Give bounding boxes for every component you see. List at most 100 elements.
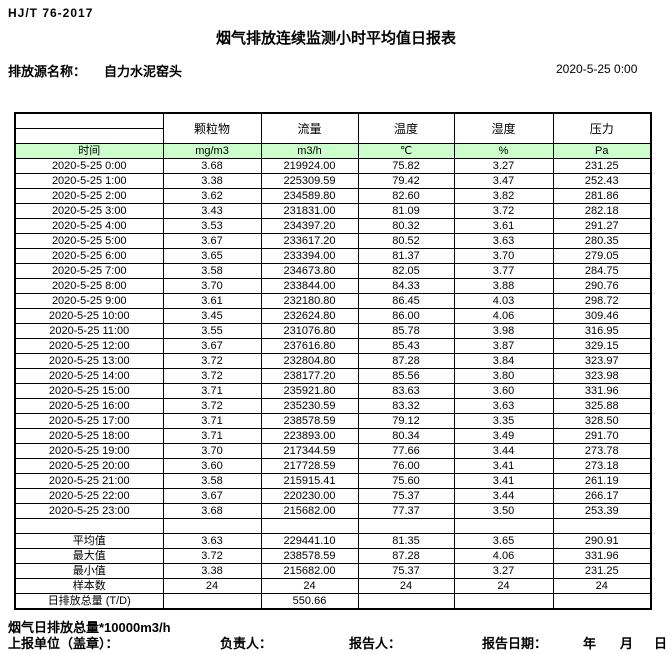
cell-blank <box>14 518 164 534</box>
cell-value: 85.78 <box>357 323 455 339</box>
data-row: 2020-5-25 15:00 3.71 235921.80 83.63 3.60 331… <box>14 383 652 399</box>
cell-value: 223893.00 <box>260 428 359 444</box>
cell-value: 266.17 <box>552 488 652 504</box>
cell-summary-label: 最大值 <box>14 548 164 564</box>
responsible-person-label: 负责人： <box>220 636 273 651</box>
cell-value: 3.58 <box>162 473 262 489</box>
cell-value: 4.03 <box>453 293 554 309</box>
cell-value: 217344.59 <box>260 443 359 459</box>
cell-value: 273.78 <box>552 443 652 459</box>
cell-value: 79.42 <box>357 173 455 189</box>
cell-value: 3.70 <box>162 443 262 459</box>
cell-value: 3.72 <box>162 368 262 384</box>
cell-value: 238578.59 <box>260 548 359 564</box>
cell-value: 550.66 <box>260 593 359 610</box>
cell-value: 290.91 <box>552 533 652 549</box>
cell-value: 3.62 <box>162 188 262 204</box>
cell-value: 85.43 <box>357 338 455 354</box>
cell-value <box>552 593 652 610</box>
cell-time: 2020-5-25 14:00 <box>14 368 164 384</box>
summary-row: 最大值 3.72 238578.59 87.28 4.06 331.96 <box>14 548 652 564</box>
cell-value: 3.49 <box>453 428 554 444</box>
cell-value: 3.45 <box>162 308 262 324</box>
cell-time: 2020-5-25 13:00 <box>14 353 164 369</box>
cell-time: 2020-5-25 16:00 <box>14 398 164 414</box>
cell-value: 84.33 <box>357 278 455 294</box>
cell-value: 233844.00 <box>260 278 359 294</box>
cell-value: 3.55 <box>162 323 262 339</box>
summary-row: 样本数 24 24 24 24 24 <box>14 578 652 594</box>
cell-value: 281.86 <box>552 188 652 204</box>
data-row: 2020-5-25 3:00 3.43 231831.00 81.09 3.72 282.… <box>14 203 652 219</box>
cell-value: 219924.00 <box>260 158 359 174</box>
cell-value: 238177.20 <box>260 368 359 384</box>
unit-humidity: % <box>453 143 554 159</box>
year-label: 年 <box>583 636 597 651</box>
page-title: 烟气排放连续监测小时平均值日报表 <box>215 30 456 47</box>
cell-value: 75.37 <box>357 488 455 504</box>
data-row: 2020-5-25 10:00 3.45 232624.80 86.00 4.06 309… <box>14 308 652 324</box>
cell-value: 24 <box>260 578 359 594</box>
spacer-row <box>14 518 652 534</box>
cell-time: 2020-5-25 3:00 <box>14 203 164 219</box>
header-row-labels: 颗粒物 流量 温度 湿度 压力 <box>14 112 652 144</box>
cell-value: 3.70 <box>453 248 554 264</box>
cell-value <box>453 593 554 610</box>
cell-value: 232180.80 <box>260 293 359 309</box>
cell-value: 225309.59 <box>260 173 359 189</box>
cell-time: 2020-5-25 5:00 <box>14 233 164 249</box>
cell-value: 24 <box>453 578 554 594</box>
cell-time: 2020-5-25 7:00 <box>14 263 164 279</box>
cell-value: 3.68 <box>162 503 262 519</box>
cell-value: 3.88 <box>453 278 554 294</box>
cell-value: 3.44 <box>453 488 554 504</box>
cell-value: 81.37 <box>357 248 455 264</box>
cell-value: 3.61 <box>162 293 262 309</box>
data-row: 2020-5-25 9:00 3.61 232180.80 86.45 4.03 298.… <box>14 293 652 309</box>
cell-value: 3.41 <box>453 458 554 474</box>
cell-value: 83.32 <box>357 398 455 414</box>
cell-value: 3.70 <box>162 278 262 294</box>
cell-value: 3.27 <box>453 158 554 174</box>
report-table-body: 颗粒物 流量 温度 湿度 压力 时间 mg/m3 m3/h ℃ % Pa 202… <box>14 112 652 610</box>
cell-value: 3.63 <box>162 533 262 549</box>
cell-value: 252.43 <box>552 173 652 189</box>
cell-value: 24 <box>357 578 455 594</box>
cell-value: 3.60 <box>162 458 262 474</box>
column-header-temperature: 温度 <box>357 112 455 144</box>
time-column-header: 时间 <box>14 143 164 159</box>
cell-value: 75.37 <box>357 563 455 579</box>
emission-source-name: 自力水泥窑头 <box>104 64 183 79</box>
data-row: 2020-5-25 18:00 3.71 223893.00 80.34 3.49 291… <box>14 428 652 444</box>
cell-value: 331.96 <box>552 548 652 564</box>
cell-value: 282.18 <box>552 203 652 219</box>
cell-value: 323.98 <box>552 368 652 384</box>
header-blank-bottom <box>14 128 164 144</box>
emission-source-label: 排放源名称： <box>8 64 87 79</box>
unit-temperature: ℃ <box>357 143 455 159</box>
cell-time: 2020-5-25 19:00 <box>14 443 164 459</box>
data-row: 2020-5-25 16:00 3.72 235230.59 83.32 3.63 325… <box>14 398 652 414</box>
data-row: 2020-5-25 22:00 3.67 220230.00 75.37 3.44 266… <box>14 488 652 504</box>
cell-value: 215682.00 <box>260 563 359 579</box>
cell-value <box>260 518 359 534</box>
cell-value: 323.97 <box>552 353 652 369</box>
cell-value: 3.50 <box>453 503 554 519</box>
cell-value: 83.63 <box>357 383 455 399</box>
cell-value: 80.34 <box>357 428 455 444</box>
report-datetime: 2020-5-25 0:00 <box>556 62 638 76</box>
cell-time: 2020-5-25 11:00 <box>14 323 164 339</box>
header-row-units: 时间 mg/m3 m3/h ℃ % Pa <box>14 143 652 159</box>
cell-value: 3.68 <box>162 158 262 174</box>
cell-value: 234397.20 <box>260 218 359 234</box>
cell-value: 3.65 <box>453 533 554 549</box>
cell-value: 291.70 <box>552 428 652 444</box>
cell-value: 3.82 <box>453 188 554 204</box>
cell-value: 325.88 <box>552 398 652 414</box>
cell-value <box>162 518 262 534</box>
report-date-label: 报告日期： <box>482 636 548 651</box>
total-emission-note: 烟气日排放总量*10000m3/h <box>8 620 171 635</box>
cell-value: 3.71 <box>162 428 262 444</box>
summary-row: 平均值 3.63 229441.10 81.35 3.65 290.91 <box>14 533 652 549</box>
cell-value: 217728.59 <box>260 458 359 474</box>
